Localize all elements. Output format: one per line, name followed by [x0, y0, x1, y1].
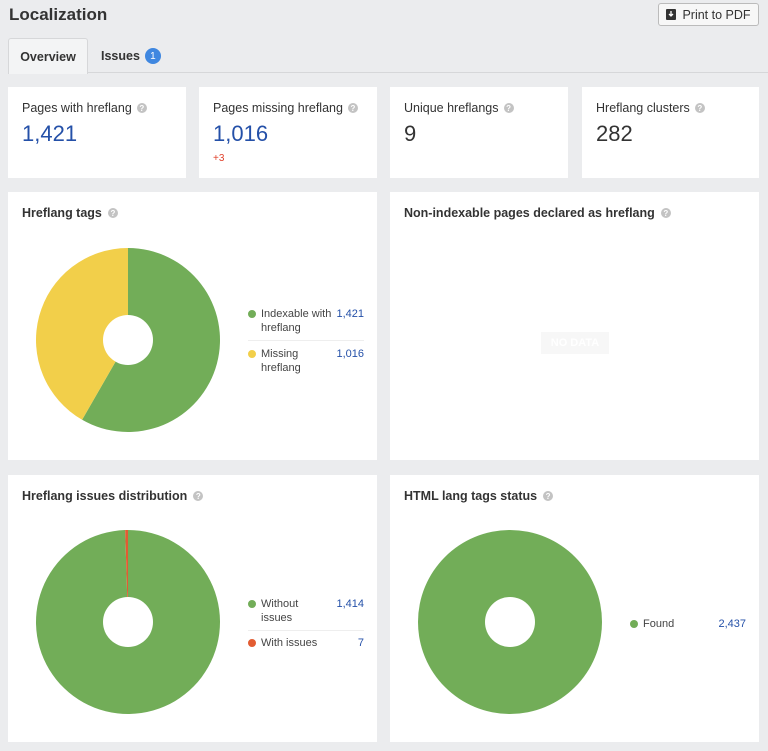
non-indexable-card: Non-indexable pages declared as hreflang… [390, 192, 759, 460]
kpi-value[interactable]: 1,016 [213, 121, 269, 146]
legend-dot [248, 600, 256, 608]
print-to-pdf-button[interactable]: Print to PDF [658, 3, 759, 26]
kpi-card: Pages missing hreflang? 1,016 +3 [199, 87, 377, 178]
chart-title: Non-indexable pages declared as hreflang [404, 206, 655, 220]
help-icon[interactable]: ? [347, 103, 358, 113]
legend-value[interactable]: 1,414 [336, 598, 364, 610]
legend-value[interactable]: 1,016 [336, 348, 364, 360]
legend-label: Indexable with hreflang [261, 308, 332, 334]
legend-item[interactable]: Found 2,437 [630, 617, 746, 631]
kpi-label: Pages with hreflang [22, 101, 132, 115]
pie-hole [485, 597, 535, 647]
html-lang-pie [418, 530, 602, 714]
legend-dot [248, 639, 256, 647]
hreflang-tags-pie [36, 248, 221, 432]
download-icon [666, 9, 677, 20]
help-icon[interactable]: ? [660, 208, 671, 218]
help-icon[interactable]: ? [694, 103, 705, 113]
legend-label: Without issues [261, 598, 299, 624]
kpi-label: Hreflang clusters [596, 101, 690, 115]
tab-overview[interactable]: Overview [8, 38, 88, 74]
kpi-value: 9 [404, 121, 417, 146]
pie-slice-missing-hreflang[interactable] [36, 248, 128, 420]
kpi-label: Unique hreflangs [404, 101, 499, 115]
kpi-label: Pages missing hreflang [213, 101, 343, 115]
legend-label: Found [643, 618, 675, 630]
kpi-value[interactable]: 1,421 [22, 121, 78, 146]
legend-label: Missing hreflang [261, 348, 301, 374]
legend-item[interactable]: Indexable with hreflang 1,421 [248, 307, 364, 335]
help-icon[interactable]: ? [543, 491, 554, 501]
legend-dot [248, 310, 256, 318]
chart-title: Hreflang tags [22, 206, 102, 220]
print-label: Print to PDF [682, 7, 751, 22]
help-icon[interactable]: ? [503, 103, 514, 113]
kpi-card: Unique hreflangs? 9 [390, 87, 568, 178]
hreflang-issues-card: Hreflang issues distribution? Without is… [8, 475, 377, 742]
html-lang-card: HTML lang tags status? Found 2,437 [390, 475, 759, 742]
kpi-card: Pages with hreflang? 1,421 [8, 87, 186, 178]
legend-item[interactable]: With issues 7 [248, 636, 364, 650]
hreflang-issues-pie [35, 530, 220, 714]
hreflang-tags-card: Hreflang tags? Indexable with hreflang 1,… [8, 192, 377, 460]
legend-value[interactable]: 2,437 [718, 618, 746, 630]
legend-item[interactable]: Missing hreflang 1,016 [248, 347, 364, 375]
chart-title: HTML lang tags status [404, 489, 538, 503]
pie-hole [103, 597, 153, 647]
tab-issues[interactable]: Issues 1 [101, 38, 161, 74]
kpi-delta: +3 [213, 153, 225, 164]
legend-dot [630, 620, 638, 628]
kpi-value: 282 [596, 121, 633, 146]
tab-bar: Overview Issues 1 [8, 38, 768, 74]
legend-label: With issues [261, 637, 318, 649]
issues-count-badge: 1 [144, 48, 161, 64]
tab-label: Issues [101, 49, 140, 63]
help-icon[interactable]: ? [107, 208, 118, 218]
legend-item[interactable]: Without issues 1,414 [248, 597, 364, 625]
legend-value[interactable]: 1,421 [336, 308, 364, 320]
legend-dot [248, 350, 256, 358]
tab-label: Overview [20, 49, 76, 64]
kpi-card: Hreflang clusters? 282 [582, 87, 759, 178]
chart-title: Hreflang issues distribution [22, 489, 188, 503]
help-icon[interactable]: ? [136, 103, 147, 113]
no-data-label: NO DATA [541, 332, 609, 354]
page-title: Localization [9, 5, 108, 24]
help-icon[interactable]: ? [193, 491, 204, 501]
legend-value[interactable]: 7 [357, 637, 364, 649]
pie-hole [103, 315, 153, 365]
